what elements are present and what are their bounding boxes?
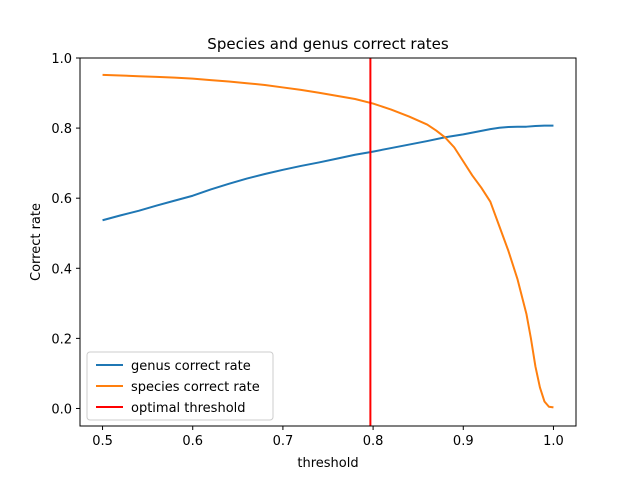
y-axis-label: Correct rate [29, 203, 44, 281]
legend-label-optimal: optimal threshold [131, 401, 246, 416]
x-tick-label: 0.9 [453, 434, 474, 449]
x-tick-label: 0.5 [92, 434, 113, 449]
chart-title: Species and genus correct rates [207, 35, 449, 53]
x-axis-ticks: 0.5 0.6 0.7 0.8 0.9 1.0 [92, 426, 564, 449]
legend-box [86, 351, 274, 421]
species-correct-rate-series-line [102, 73, 554, 409]
legend-label-genus: genus correct rate [131, 359, 251, 374]
axes-frame [79, 57, 577, 427]
x-tick-label: 0.7 [273, 434, 294, 449]
genus-correct-rate-series-line [102, 124, 554, 222]
x-tick-label: 0.8 [363, 434, 384, 449]
legend-label-species: species correct rate [131, 380, 260, 395]
y-tick-label: 0.4 [51, 262, 72, 277]
y-tick-label: 0.0 [51, 402, 72, 417]
x-axis-label: threshold [297, 456, 358, 471]
y-tick-label: 0.8 [51, 122, 72, 137]
y-tick-label: 1.0 [51, 52, 72, 67]
y-axis-ticks: 0.0 0.2 0.4 0.6 0.8 1.0 [51, 52, 80, 417]
plot-lines [102, 58, 554, 426]
x-tick-label: 0.6 [182, 434, 203, 449]
legend: genus correct rate species correct rate … [86, 351, 274, 421]
y-tick-label: 0.2 [51, 332, 72, 347]
x-tick-label: 1.0 [543, 434, 564, 449]
y-tick-label: 0.6 [51, 192, 72, 207]
